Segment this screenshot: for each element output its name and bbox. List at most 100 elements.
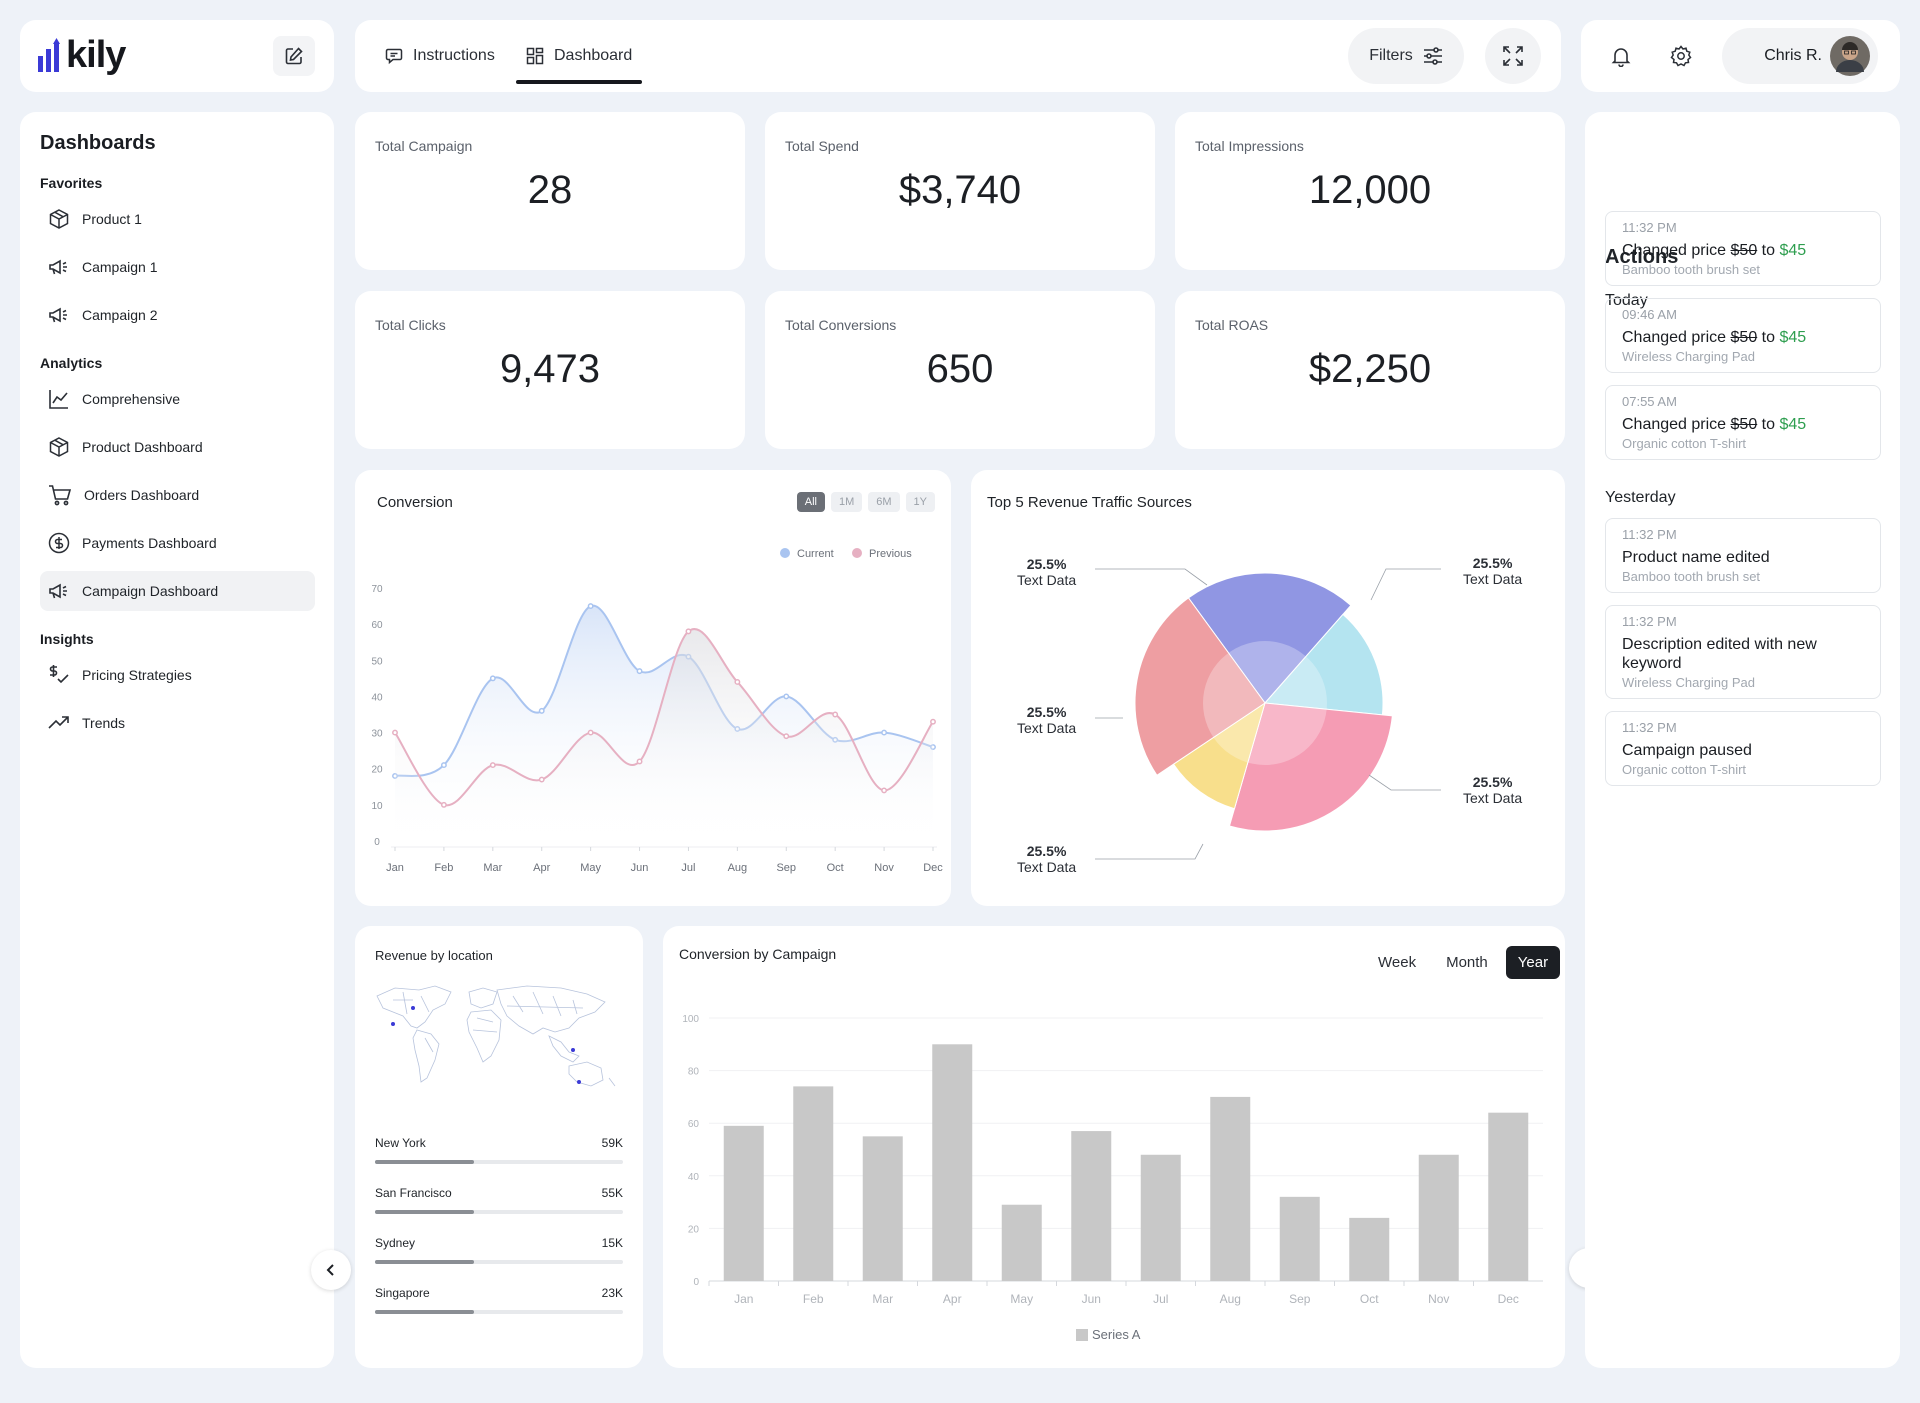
pie-label: 25.5% Text Data <box>1017 556 1077 588</box>
sidebar-item-campaign-1[interactable]: Campaign 1 <box>40 247 315 287</box>
legend-label: Current <box>797 548 834 560</box>
sidebar-item-comprehensive[interactable]: Comprehensive <box>40 379 315 419</box>
fullscreen-button[interactable] <box>1485 28 1541 84</box>
period-year[interactable]: Year <box>1505 946 1561 979</box>
world-map[interactable] <box>373 982 623 1098</box>
pie-label: 25.5% Text Data <box>1017 704 1077 736</box>
action-sub: Wireless Charging Pad <box>1622 349 1755 364</box>
data-point <box>734 679 741 685</box>
user-menu[interactable]: Chris R. <box>1722 28 1878 84</box>
x-tick-label: Aug <box>1220 1292 1241 1306</box>
action-text: Campaign paused <box>1622 742 1752 759</box>
x-tick-label: May <box>580 862 601 874</box>
gear-icon <box>1669 44 1693 68</box>
x-tick-label: Nov <box>874 862 894 874</box>
action-item[interactable]: 11:32 PM Changed price $50 to $45 Bamboo… <box>1605 211 1881 286</box>
period-month[interactable]: Month <box>1446 954 1488 971</box>
notifications-button[interactable] <box>1598 28 1644 84</box>
x-tick-label: Feb <box>803 1292 824 1306</box>
data-point <box>930 718 936 725</box>
y-tick-label: 60 <box>371 620 383 631</box>
traffic-chart-title: Top 5 Revenue Traffic Sources <box>987 494 1192 511</box>
dollar-circle-icon <box>48 532 70 554</box>
location-bar <box>375 1210 623 1214</box>
tab-dashboard[interactable]: Dashboard <box>526 30 632 82</box>
tab-instructions[interactable]: Instructions <box>385 30 495 82</box>
actions-panel: Actions Today 11:32 PM Changed price $50… <box>1585 112 1900 1368</box>
action-time: 11:32 PM <box>1622 614 1677 629</box>
action-sub: Bamboo tooth brush set <box>1622 569 1761 584</box>
x-tick-label: Oct <box>827 862 844 874</box>
sidebar-item-trends[interactable]: Trends <box>40 703 315 743</box>
bar <box>1279 1196 1320 1281</box>
pricing-icon <box>48 664 70 686</box>
action-item[interactable]: 11:32 PM Description edited with new key… <box>1605 605 1881 699</box>
conversion-chart-card: Conversion All 1M 6M 1Y 0 10 20 30 40 50 60 70 J… <box>355 470 951 906</box>
location-city: Singapore <box>375 1286 430 1300</box>
range-1y[interactable]: 1Y <box>905 492 935 512</box>
x-tick-label: May <box>1010 1292 1033 1306</box>
sidebar-item-pricing-strategies[interactable]: Pricing Strategies <box>40 655 315 695</box>
period-selector: Week Month Year <box>1366 946 1561 979</box>
location-value: 55K <box>601 1186 623 1200</box>
action-time: 11:32 PM <box>1622 220 1677 235</box>
prev-button[interactable] <box>311 1250 351 1290</box>
x-tick-label: Feb <box>434 862 453 874</box>
conversion-line-chart: 0 10 20 30 40 50 60 70 Jan Feb Mar Apr May Jun Jul Aug S… <box>371 548 943 874</box>
sidebar-item-product-1[interactable]: Product 1 <box>40 199 315 239</box>
edit-icon <box>284 46 304 66</box>
data-point <box>783 693 790 700</box>
y-tick-label: 20 <box>688 1224 700 1235</box>
sidebar-item-label: Product 1 <box>82 211 142 227</box>
edit-button[interactable] <box>273 36 315 76</box>
range-all[interactable]: All <box>796 492 825 512</box>
sidebar-item-payments-dashboard[interactable]: Payments Dashboard <box>40 523 315 563</box>
range-1m[interactable]: 1M <box>830 492 863 512</box>
filters-button[interactable]: Filters <box>1348 28 1464 84</box>
range-6m[interactable]: 6M <box>868 492 900 512</box>
data-point <box>489 762 496 769</box>
map-point <box>391 1022 395 1026</box>
chat-icon <box>385 47 403 65</box>
sidebar-item-campaign-2[interactable]: Campaign 2 <box>40 295 315 335</box>
map-point <box>571 1048 575 1052</box>
stat-label: Total ROAS <box>1195 317 1269 333</box>
y-tick-label: 60 <box>688 1119 700 1130</box>
sidebar-item-campaign-dashboard[interactable]: Campaign Dashboard <box>40 571 315 611</box>
action-text: Changed price $50 to $45 <box>1622 416 1807 433</box>
sidebar-item-orders-dashboard[interactable]: Orders Dashboard <box>40 475 315 515</box>
megaphone-icon <box>48 304 70 326</box>
location-row: New York 59K <box>375 1136 623 1164</box>
settings-button[interactable] <box>1660 28 1702 84</box>
action-item[interactable]: 09:46 AM Changed price $50 to $45 Wirele… <box>1605 298 1881 373</box>
y-tick-label: 0 <box>374 837 380 848</box>
stat-value: 9,473 <box>499 347 601 391</box>
sidebar-item-label: Payments Dashboard <box>82 535 217 551</box>
traffic-sources-card: Top 5 Revenue Traffic Sources 25.5% Text … <box>971 470 1565 906</box>
data-point <box>587 729 594 736</box>
bar <box>1210 1096 1251 1281</box>
action-item[interactable]: 11:32 PM Product name edited Bamboo toot… <box>1605 518 1881 593</box>
x-tick-label: Mar <box>483 862 502 874</box>
action-item[interactable]: 11:32 PM Campaign paused Organic cotton … <box>1605 711 1881 786</box>
location-value: 59K <box>601 1136 623 1150</box>
stat-value: 650 <box>926 347 994 391</box>
action-sub: Wireless Charging Pad <box>1622 675 1755 690</box>
action-item[interactable]: 07:55 AM Changed price $50 to $45 Organi… <box>1605 385 1881 460</box>
bar <box>1001 1204 1042 1281</box>
stat-card-total-spend: Total Spend $3,740 <box>765 112 1155 270</box>
box-icon <box>48 436 70 458</box>
sidebar-item-product-dashboard[interactable]: Product Dashboard <box>40 427 315 467</box>
avatar <box>1830 36 1870 76</box>
data-point <box>636 758 643 765</box>
period-week[interactable]: Week <box>1378 954 1417 971</box>
bar-chart-logo-icon <box>38 37 60 74</box>
stat-card-total-roas: Total ROAS $2,250 <box>1175 291 1565 449</box>
action-text: Description edited with new keyword <box>1622 636 1817 672</box>
tab-instructions-label: Instructions <box>413 47 495 64</box>
brand-logo[interactable]: kily <box>66 34 126 76</box>
pie-slice <box>1228 702 1393 832</box>
y-tick-label: 100 <box>682 1014 699 1025</box>
action-sub: Organic cotton T-shirt <box>1622 762 1747 777</box>
tab-dashboard-label: Dashboard <box>554 47 633 64</box>
